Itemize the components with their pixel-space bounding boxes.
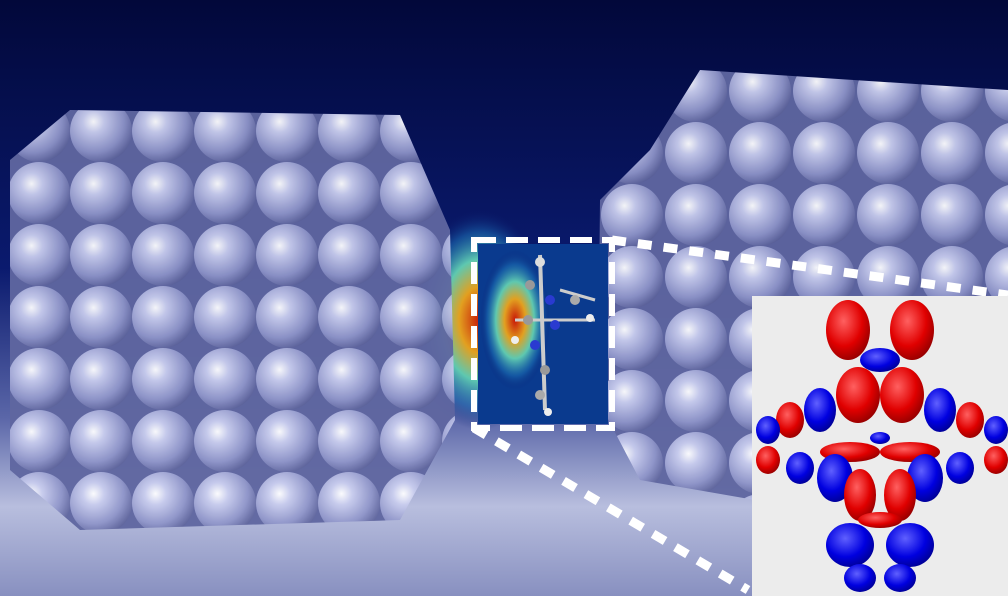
inset-panel <box>752 296 1008 596</box>
left-cluster <box>10 110 455 530</box>
zoom-box <box>471 237 615 431</box>
zoom-line <box>471 424 751 594</box>
orbital <box>756 300 1008 592</box>
molecule <box>511 254 596 416</box>
right-cluster <box>598 70 1008 500</box>
